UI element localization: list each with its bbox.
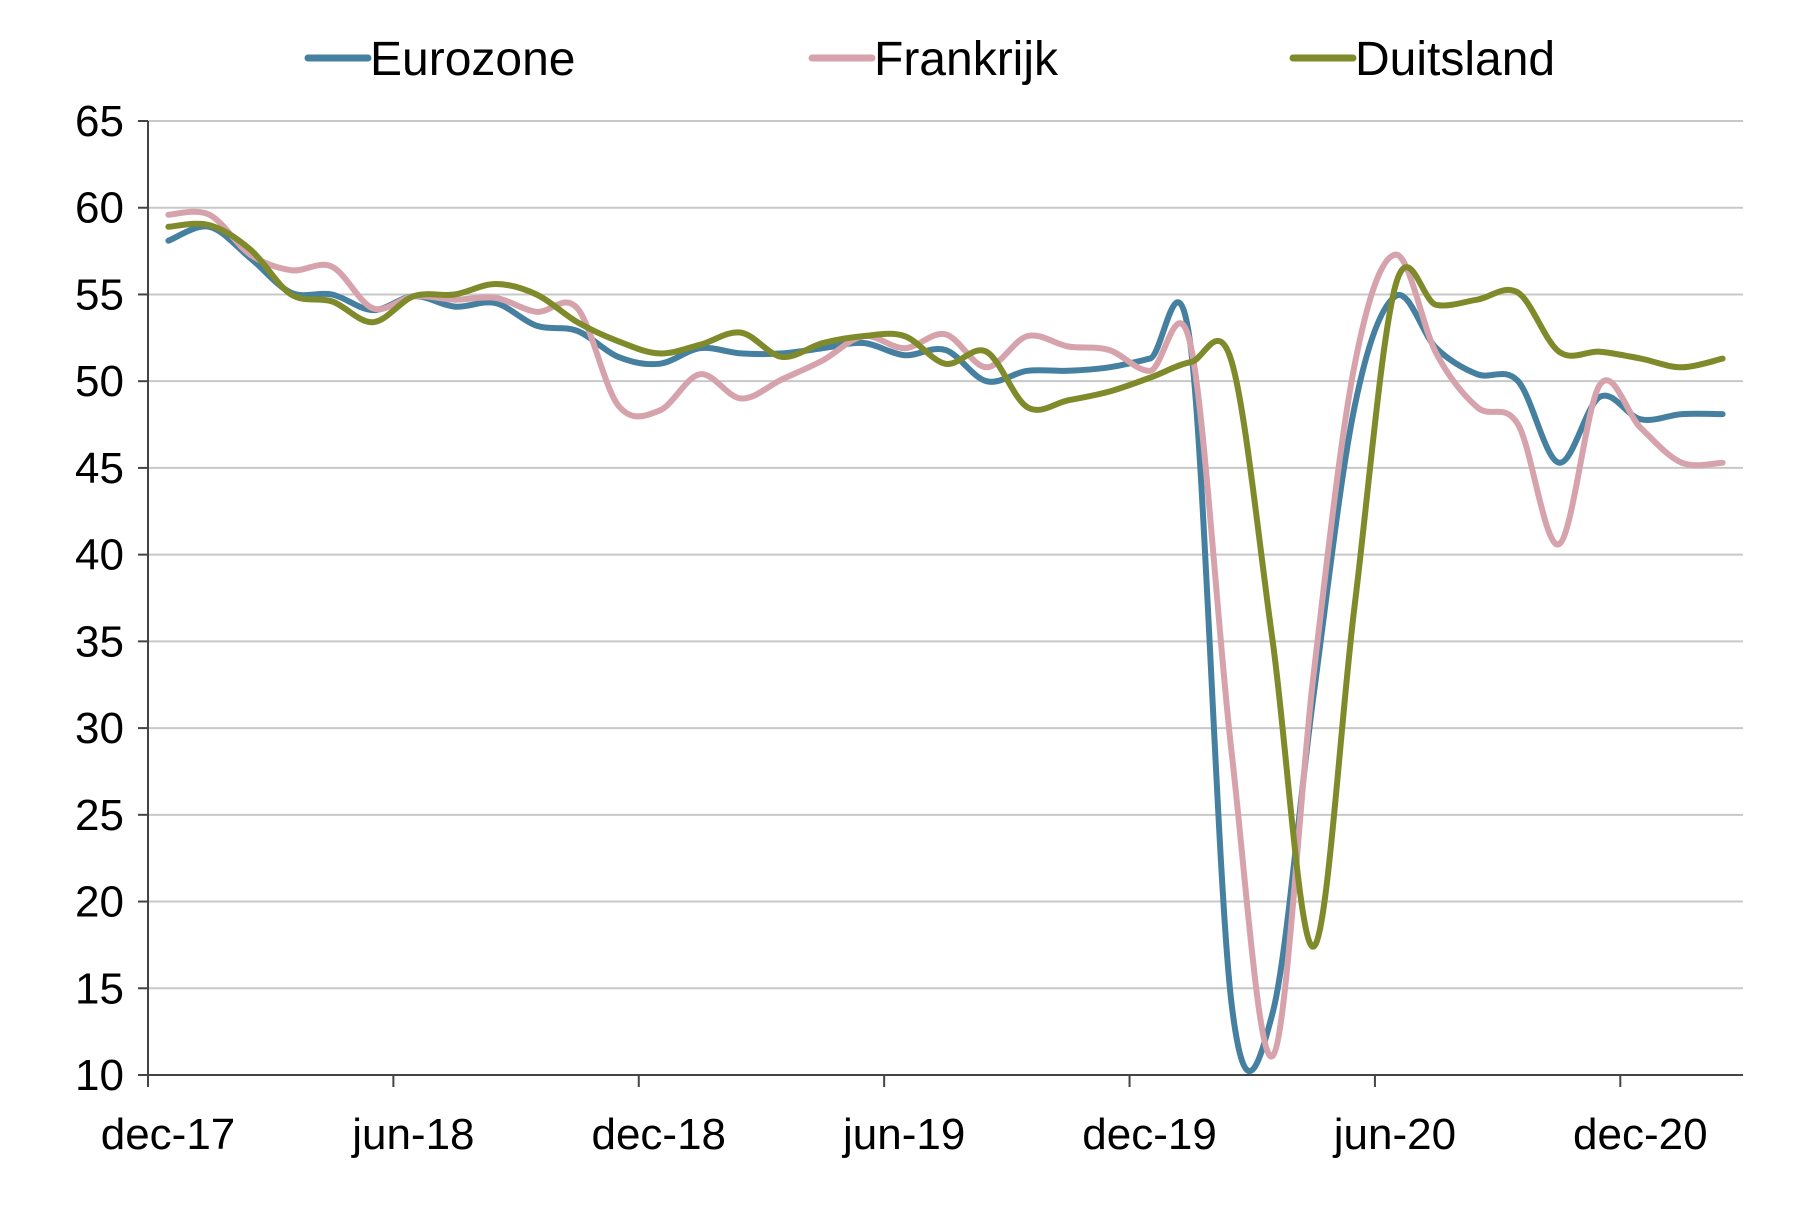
legend-item-duitsland: Duitsland	[1289, 33, 1555, 86]
x-tick-label: jun-18	[350, 1110, 474, 1159]
x-tick-label: dec-19	[1082, 1110, 1217, 1159]
legend-item-eurozone: Eurozone	[304, 33, 575, 86]
legend-item-frankrijk: Frankrijk	[808, 33, 1059, 86]
y-tick-label: 15	[75, 964, 124, 1013]
y-tick-label: 30	[75, 704, 124, 753]
x-tick-label: dec-18	[591, 1110, 726, 1159]
legend: Eurozone Frankrijk Duitsland	[304, 33, 1555, 86]
x-tick-label: dec-17	[101, 1110, 236, 1159]
y-tick-label: 40	[75, 531, 124, 580]
y-tick-label: 20	[75, 878, 124, 927]
x-tick-label: jun-20	[1332, 1110, 1456, 1159]
y-tick-label: 10	[75, 1051, 124, 1100]
x-axis-ticks: dec-17 jun-18 dec-18 jun-19 dec-19 jun-20 dec-…	[101, 1075, 1708, 1159]
y-tick-label: 60	[75, 184, 124, 233]
series-line-duitsland	[165, 220, 1726, 950]
legend-label: Eurozone	[370, 33, 575, 86]
y-tick-label: 45	[75, 444, 124, 493]
series-lines	[165, 208, 1726, 1074]
y-tick-label: 55	[75, 270, 124, 319]
y-tick-label: 50	[75, 357, 124, 406]
legend-label: Duitsland	[1355, 33, 1555, 86]
x-tick-label: dec-20	[1573, 1110, 1708, 1159]
y-axis-ticks: 10 15 20 25 30 35 40 45 50 55 60 65	[75, 97, 148, 1100]
gridlines	[148, 120, 1743, 990]
legend-label: Frankrijk	[874, 33, 1059, 86]
y-tick-label: 65	[75, 97, 124, 146]
axes	[147, 121, 1743, 1076]
series-line-eurozone	[165, 223, 1726, 1074]
y-tick-label: 25	[75, 791, 124, 840]
series-line-frankrijk	[165, 208, 1726, 1060]
y-tick-label: 35	[75, 617, 124, 666]
x-tick-label: jun-19	[841, 1110, 965, 1159]
